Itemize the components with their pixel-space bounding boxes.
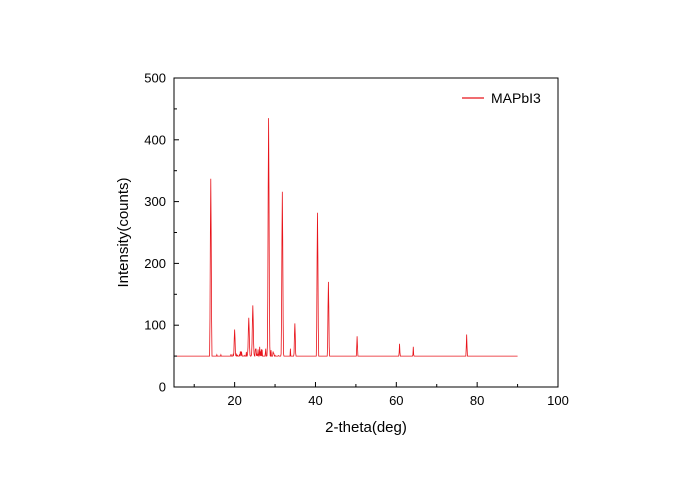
x-tick-label: 60 [389, 393, 403, 408]
x-tick-label: 100 [547, 393, 569, 408]
y-tick-label: 200 [144, 256, 166, 271]
plot-frame [173, 77, 559, 388]
y-tick-label: 300 [144, 194, 166, 209]
y-tick-label: 100 [144, 318, 166, 333]
y-tick-label: 400 [144, 132, 166, 147]
legend: MAPbI3 [462, 90, 541, 106]
x-tick-label: 20 [227, 393, 241, 408]
plot-area [174, 118, 518, 358]
y-tick-label: 0 [159, 380, 166, 395]
x-tick-label: 80 [470, 393, 484, 408]
axis-ticks: 20 40 60 80 100 0 100 200 300 400 500 [144, 71, 569, 409]
y-tick-label: 500 [144, 71, 166, 86]
x-axis-title: 2-theta(deg) [325, 419, 407, 436]
x-tick-label: 40 [308, 393, 322, 408]
y-axis-title: Intensity(counts) [115, 177, 132, 287]
legend-label-mapbi3: MAPbI3 [491, 90, 541, 106]
series-line-mapbi3 [174, 118, 518, 358]
